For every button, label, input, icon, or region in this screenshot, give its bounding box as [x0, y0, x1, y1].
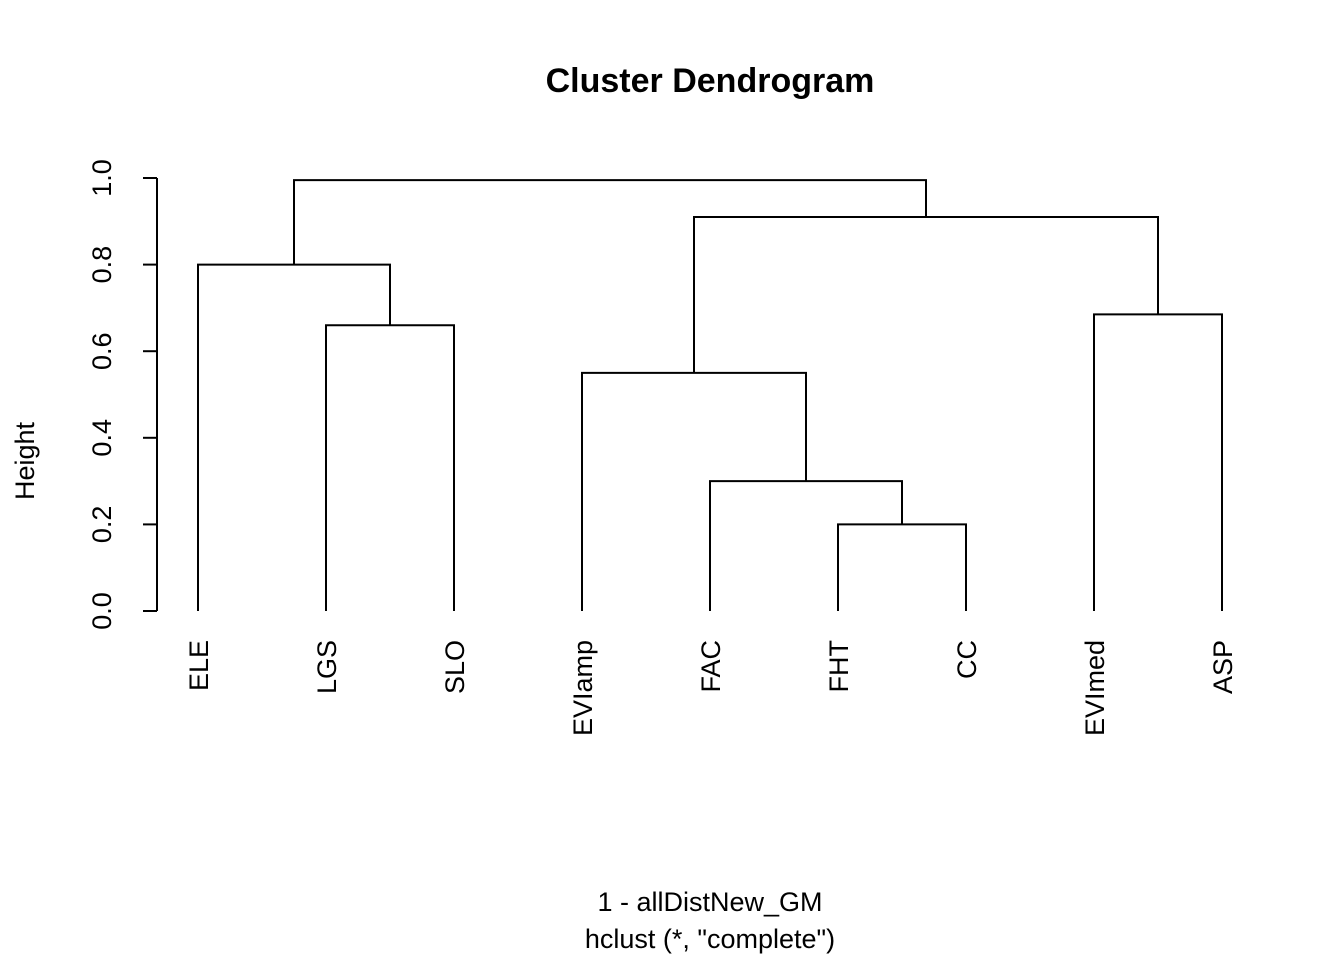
y-axis-label: Height: [10, 421, 40, 500]
x-axis-label: 1 - allDistNew_GM: [597, 887, 822, 917]
leaf-label: FHT: [824, 640, 854, 692]
leaf-label: LGS: [312, 640, 342, 694]
y-tick-label: 0.2: [87, 506, 117, 544]
dendrogram-link: [325, 324, 455, 611]
y-tick-label: 1.0: [87, 159, 117, 197]
dendrogram-link: [837, 523, 967, 611]
dendrogram-link: [197, 263, 391, 611]
y-tick-label: 0.4: [87, 419, 117, 457]
y-tick-label: 0.8: [87, 246, 117, 284]
leaf-label: EVIamp: [568, 640, 598, 736]
method-sublabel: hclust (*, "complete"): [585, 924, 835, 954]
y-tick-label: 0.6: [87, 332, 117, 370]
dendrogram-link: [693, 215, 1159, 373]
dendrogram-tree: [197, 179, 1223, 611]
leaf-label: CC: [952, 640, 982, 679]
leaf-label: FAC: [696, 640, 726, 693]
leaf-label: ASP: [1208, 640, 1238, 694]
leaf-label: ELE: [184, 640, 214, 691]
y-axis: 0.0 0.2 0.4 0.6 0.8 1.0: [87, 159, 158, 630]
dendrogram-link: [293, 179, 927, 265]
dendrogram-link: [1093, 313, 1223, 611]
y-tick-label: 0.0: [87, 592, 117, 630]
leaf-label: SLO: [440, 640, 470, 694]
leaf-labels: ELE LGS SLO EVIamp FAC FHT CC EVImed ASP: [184, 640, 1238, 736]
dendrogram-link: [709, 480, 903, 611]
leaf-label: EVImed: [1080, 640, 1110, 736]
dendrogram-link: [581, 371, 807, 611]
chart-title: Cluster Dendrogram: [546, 62, 875, 100]
